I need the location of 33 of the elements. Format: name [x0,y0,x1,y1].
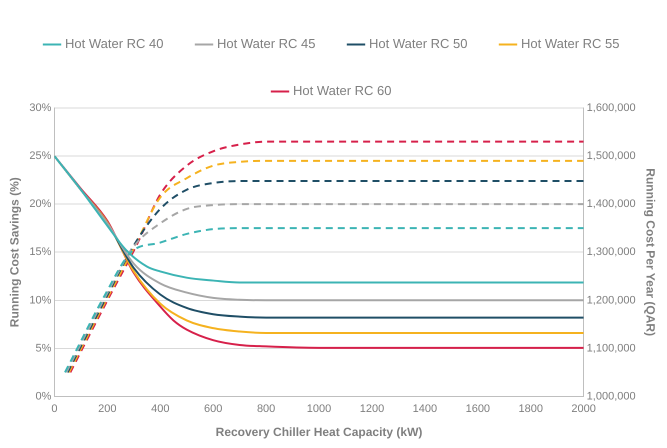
x-tick-label: 0 [51,403,58,416]
y-tick-label: 15% [29,246,52,258]
x-tick-label: 400 [151,403,170,416]
y2-tick-label: 1,600,000 [586,102,636,114]
x-tick-label: 600 [204,403,222,416]
y-tick-label: 25% [29,150,52,162]
x-axis-title: Recovery Chiller Heat Capacity (kW) [216,425,422,440]
y-axis-title: Running Cost Savings (%) [8,177,22,328]
y-tick-label: 5% [36,342,52,354]
x-tick-label: 1000 [306,403,332,416]
legend-label: Hot Water RC 40 [65,36,164,52]
legend-label: Hot Water RC 50 [369,36,468,52]
x-tick-label: 2000 [571,403,596,416]
y2-tick-label: 1,400,000 [586,198,636,210]
y-tick-label: 0% [36,390,52,402]
x-tick-label: 1600 [466,403,490,416]
x-tick-label: 200 [98,403,117,416]
y2-tick-label: 1,300,000 [586,246,636,258]
y-tick-label: 20% [29,198,52,210]
x-tick-label: 800 [256,403,276,416]
legend-label: Hot Water RC 60 [293,83,392,98]
legend-label: Hot Water RC 45 [217,36,316,52]
x-tick-label: 1400 [412,403,438,416]
y-tick-label: 10% [29,294,52,306]
y2-axis-title: Running Cost Per Year (QAR) [643,168,658,336]
x-tick-label: 1200 [360,403,384,416]
y2-tick-label: 1,200,000 [586,294,636,306]
legend-label: Hot Water RC 55 [520,36,620,52]
y2-tick-label: 1,000,000 [586,390,636,402]
x-tick-label: 1800 [518,403,543,416]
y-tick-label: 30% [29,102,52,114]
y2-tick-label: 1,500,000 [586,150,636,162]
y2-tick-label: 1,100,000 [586,342,636,354]
